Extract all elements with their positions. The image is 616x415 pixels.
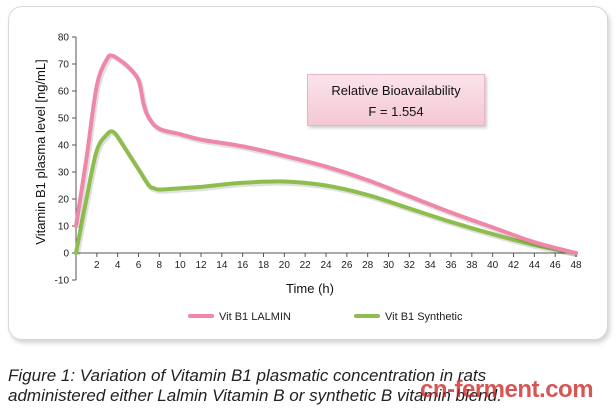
- y-tick-label: 10: [58, 222, 70, 233]
- x-tick-label: 40: [487, 260, 499, 271]
- y-tick-label: 30: [58, 168, 70, 179]
- x-tick-label: 14: [216, 260, 228, 271]
- x-tick-label: 38: [466, 260, 478, 271]
- legend: Vit B1 LALMIN Vit B1 Synthetic: [188, 311, 463, 323]
- y-tick-label: 60: [58, 87, 70, 98]
- caption-line-1: Figure 1: Variation of Vitamin B1 plasma…: [8, 366, 487, 385]
- y-tick-label: 0: [63, 249, 69, 260]
- annotation-title: Relative Bioavailability: [331, 83, 461, 98]
- x-tick-label: 46: [550, 260, 562, 271]
- x-tick-label: 30: [383, 260, 395, 271]
- figure-caption: Figure 1: Variation of Vitamin B1 plasma…: [8, 366, 608, 406]
- x-tick-label: 18: [258, 260, 270, 271]
- x-tick-label: 44: [529, 260, 541, 271]
- caption-line-2: administered either Lalmin Vitamin B or …: [8, 386, 502, 405]
- y-tick-label: -10: [55, 276, 70, 287]
- x-axis-title: Time (h): [286, 281, 334, 296]
- y-tick-label: 40: [58, 141, 70, 152]
- x-tick-label: 10: [175, 260, 187, 271]
- x-tick-label: 34: [425, 260, 437, 271]
- x-tick-label: 4: [115, 260, 121, 271]
- legend-label: Vit B1 Synthetic: [385, 311, 463, 323]
- series-line-vit-b1-lalmin: [74, 53, 578, 255]
- y-tick-label: 50: [58, 114, 70, 125]
- annotation-value: F = 1.554: [368, 104, 424, 119]
- x-tick-label: 24: [320, 260, 332, 271]
- x-tick-label: 22: [300, 260, 312, 271]
- x-tick-label: 20: [279, 260, 291, 271]
- x-tick-label: 26: [341, 260, 353, 271]
- y-tick-label: 80: [58, 33, 70, 44]
- bioavailability-annotation: Relative Bioavailability F = 1.554: [307, 74, 485, 126]
- y-tick-label: 20: [58, 195, 70, 206]
- y-axis-title: Vitamin B1 plasma level [ng/mL]: [33, 59, 48, 244]
- chart-frame: [8, 6, 608, 340]
- y-tick-label: 70: [58, 60, 70, 71]
- x-tick-label: 2: [94, 260, 100, 271]
- x-tick-label: 48: [570, 260, 582, 271]
- series-line-vit-b1-synthetic: [74, 129, 578, 255]
- x-tick-label: 28: [362, 260, 374, 271]
- x-tick-label: 8: [157, 260, 163, 271]
- x-tick-label: 36: [445, 260, 457, 271]
- x-tick-label: 42: [508, 260, 520, 271]
- watermark: cn-ferment.com: [420, 376, 594, 403]
- x-tick-label: 12: [195, 260, 207, 271]
- x-tick-label: 32: [404, 260, 416, 271]
- series-layer: [74, 53, 579, 258]
- x-tick-label: 6: [136, 260, 142, 271]
- legend-label: Vit B1 LALMIN: [219, 311, 291, 323]
- x-tick-label: 16: [237, 260, 249, 271]
